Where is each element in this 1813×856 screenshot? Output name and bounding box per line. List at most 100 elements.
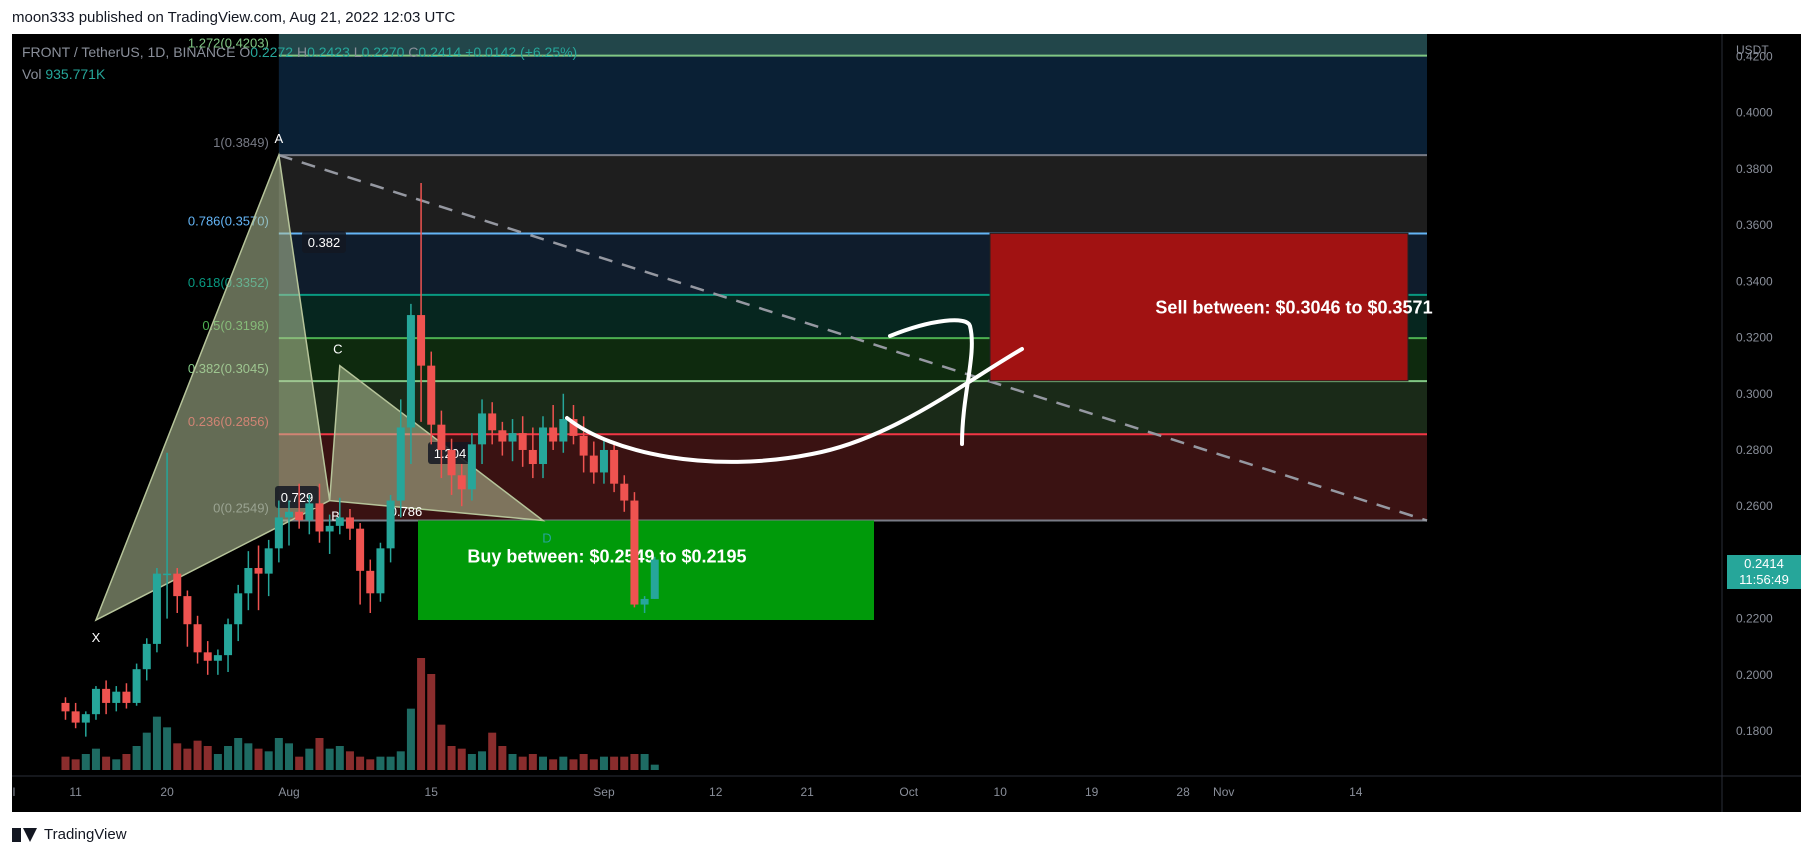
symbol-text: FRONT / TetherUS, 1D, BINANCE xyxy=(22,44,236,60)
volume-bar xyxy=(173,743,182,770)
candle xyxy=(295,511,304,521)
harmonic-point-a: A xyxy=(275,131,284,146)
candle xyxy=(630,500,639,605)
candle xyxy=(610,449,619,484)
candle xyxy=(518,433,527,450)
sell-zone-label: Sell between: $0.3046 to $0.3571 xyxy=(1155,297,1432,317)
x-tick-label: 12 xyxy=(709,785,723,799)
symbol-legend: FRONT / TetherUS, 1D, BINANCE O0.2272 H0… xyxy=(22,44,577,60)
volume-bar xyxy=(254,748,263,770)
x-tick-label: 19 xyxy=(1085,785,1099,799)
y-tick-label: 0.1800 xyxy=(1736,724,1773,738)
volume-bar xyxy=(142,732,151,770)
ratio-box xyxy=(302,231,346,253)
volume-bar xyxy=(345,751,354,770)
volume-bar xyxy=(132,746,141,770)
candle xyxy=(427,365,436,425)
y-tick-label: 0.2800 xyxy=(1736,443,1773,457)
fib-label: 1.272(0.4203) xyxy=(188,36,269,51)
volume-bar xyxy=(630,754,639,770)
candle xyxy=(498,430,507,442)
buy-zone-label: Buy between: $0.2549 to $0.2195 xyxy=(467,547,746,567)
arrow-curve xyxy=(565,347,1024,464)
price-axis-unit: USDT xyxy=(1736,43,1769,57)
sell-zone xyxy=(989,232,1409,382)
candle xyxy=(71,711,80,723)
volume-bar xyxy=(457,748,466,770)
volume-bar xyxy=(152,716,161,770)
candle xyxy=(396,427,405,501)
publish-info: moon333 published on TradingView.com, Au… xyxy=(12,9,456,26)
x-tick-label: 11 xyxy=(69,785,82,799)
candle xyxy=(142,643,151,670)
open-value: 0.2272 xyxy=(250,44,294,60)
harmonic-ratio: 0.786 xyxy=(390,504,423,519)
candle xyxy=(528,449,537,465)
volume-bar xyxy=(478,751,487,770)
volume-bar xyxy=(61,756,70,770)
volume-bar xyxy=(234,738,243,770)
volume-bar xyxy=(386,756,395,770)
volume-bar xyxy=(417,658,426,770)
candle xyxy=(163,573,172,576)
candle xyxy=(254,568,263,574)
volume-bar xyxy=(305,748,314,770)
candle xyxy=(203,652,212,661)
harmonic-point-b: B xyxy=(331,509,340,524)
y-tick-label: 0.3400 xyxy=(1736,274,1773,288)
y-tick-label: 0.3000 xyxy=(1736,387,1773,401)
volume-bar xyxy=(549,759,558,770)
volume-bar xyxy=(71,759,80,770)
candle xyxy=(152,573,161,644)
volume-bar xyxy=(620,756,629,770)
candle xyxy=(122,691,131,703)
volume-bar xyxy=(193,740,202,770)
volume-bar xyxy=(224,746,233,770)
chart-frame[interactable]: 1.272(0.4203)1(0.3849)0.786(0.3570)0.618… xyxy=(12,34,1801,812)
volume-bar xyxy=(203,746,212,770)
candle xyxy=(417,315,426,366)
fib-label: 0.786(0.3570) xyxy=(188,214,269,229)
low-label: L xyxy=(353,44,362,60)
x-tick-label: 10 xyxy=(994,785,1008,799)
candle xyxy=(325,525,334,532)
fib-band-top xyxy=(278,34,1428,56)
harmonic-point-x: X xyxy=(92,630,101,645)
volume-bar xyxy=(81,754,90,770)
volume-bar xyxy=(528,754,537,770)
candle xyxy=(173,573,182,597)
current-price: 0.2414 xyxy=(1744,556,1784,571)
volume-bar xyxy=(650,764,659,770)
harmonic-point-d: D xyxy=(542,531,551,546)
arrow-head xyxy=(888,318,974,446)
volume-bar xyxy=(325,748,334,770)
candle xyxy=(274,517,283,549)
close-label: C xyxy=(408,44,419,60)
candle xyxy=(539,427,547,465)
buy-zone xyxy=(418,520,874,621)
candle xyxy=(234,593,243,625)
volume-bar xyxy=(122,754,131,770)
volume-bar xyxy=(91,748,100,770)
y-tick-label: 0.2200 xyxy=(1736,612,1773,626)
candle xyxy=(61,702,70,712)
volume-bar xyxy=(264,751,273,770)
fib-band xyxy=(278,155,1428,234)
candle xyxy=(366,570,375,594)
candle xyxy=(447,449,456,476)
x-tick-label: l xyxy=(13,785,16,799)
vol-label: Vol xyxy=(22,66,42,82)
volume-legend: Vol 935.771K xyxy=(22,66,105,82)
y-tick-label: 0.2000 xyxy=(1736,668,1773,682)
x-tick-label: Aug xyxy=(278,785,299,799)
volume-bar xyxy=(610,756,619,770)
volume-bar xyxy=(518,756,527,770)
candle xyxy=(406,315,415,428)
candle xyxy=(264,548,273,574)
volume-bar xyxy=(508,754,517,770)
y-tick-label: 0.4200 xyxy=(1736,49,1773,63)
volume-bar xyxy=(447,746,456,770)
candlestick-chart[interactable]: 1.272(0.4203)1(0.3849)0.786(0.3570)0.618… xyxy=(12,34,1801,812)
change-value: +0.0142 (+6.25%) xyxy=(465,44,578,60)
fib-band xyxy=(278,55,1428,156)
